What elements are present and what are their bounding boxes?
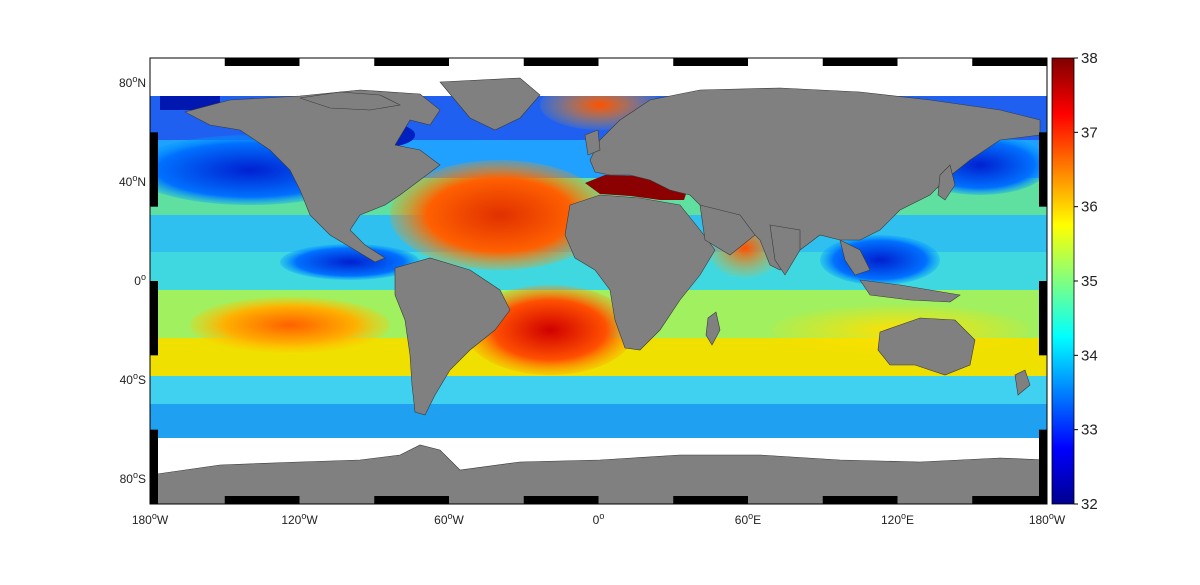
frame-seg-top [972,58,1047,66]
madagascar [705,311,721,346]
land-masses [150,77,1047,504]
new-zealand [1014,369,1031,396]
south-america [394,257,511,416]
longitude-label: 180oW [132,511,169,527]
colorbar-tick-label: 38 [1081,50,1098,67]
longitude-label: 120oW [281,511,318,527]
eastern-pacific-fresh-pool [280,244,420,280]
indo-pacific-fresh [820,235,940,285]
frame-seg-right [1039,132,1047,207]
frame-seg-top [523,58,599,66]
frame-seg-bottom [523,496,599,504]
longitude-label: 120oE [881,511,914,527]
north-atlantic-salty [390,160,610,270]
frame-seg-bottom [374,496,449,504]
frame-seg-left [150,429,158,504]
greenland [439,77,541,131]
frame-seg-top [374,58,449,66]
ocean-band-south-mid [150,376,1047,406]
latitude-label: 80oS [120,470,146,486]
colorbar-tick-label: 37 [1081,124,1098,141]
europe-asia [589,87,1041,271]
latitude-label: 0o [134,272,146,288]
frame-seg-bottom [224,496,300,504]
longitude-label: 60oW [434,511,464,527]
latitude-labels: 80oN 40oN 0o 40oS 80oS [119,74,146,486]
frame-seg-left [150,132,158,207]
antarctica [150,444,1047,504]
colorbar-tick-label: 35 [1081,273,1098,290]
colorbar-ticks: 32 33 34 35 36 37 38 [1074,50,1098,513]
arabian-peninsula [699,204,756,256]
uk [584,129,601,156]
north-america [184,89,441,263]
colorbar-gradient [1051,57,1075,505]
frame-seg-bottom [822,496,898,504]
latitude-label: 40oN [119,173,146,189]
longitude-labels: 180oW 120oW 60oW 0o 60oE 120oE 180oW [132,511,1066,527]
frame-seg-right [1039,281,1047,356]
colorbar-tick-label: 33 [1081,422,1098,439]
map-area [150,58,1047,504]
colorbar: 32 33 34 35 36 37 38 [1051,50,1098,513]
japan [937,164,956,201]
india [769,224,801,276]
southeast-asia [839,239,871,276]
frame-seg-bottom [972,496,1047,504]
australia [877,317,976,376]
frame-ticks [150,58,1047,504]
longitude-label: 0o [593,511,605,527]
arctic-islands [299,91,401,111]
latitude-label: 40oS [120,371,146,387]
frame-seg-right [1039,429,1047,504]
frame-seg-bottom [673,496,748,504]
africa [564,194,716,351]
colorbar-tick-label: 34 [1081,347,1098,364]
indonesia [859,279,961,303]
south-pacific-salty [190,297,390,353]
latitude-label: 80oN [119,74,146,90]
frame-seg-top [822,58,898,66]
ocean-band-southern-ocean [150,404,1047,440]
frame-seg-top [673,58,748,66]
colorbar-tick-label: 36 [1081,199,1098,216]
longitude-label: 180oW [1029,511,1066,527]
colorbar-tick-label: 32 [1081,496,1098,513]
frame-seg-left [150,281,158,356]
longitude-label: 60oE [735,511,761,527]
frame-seg-top [224,58,300,66]
